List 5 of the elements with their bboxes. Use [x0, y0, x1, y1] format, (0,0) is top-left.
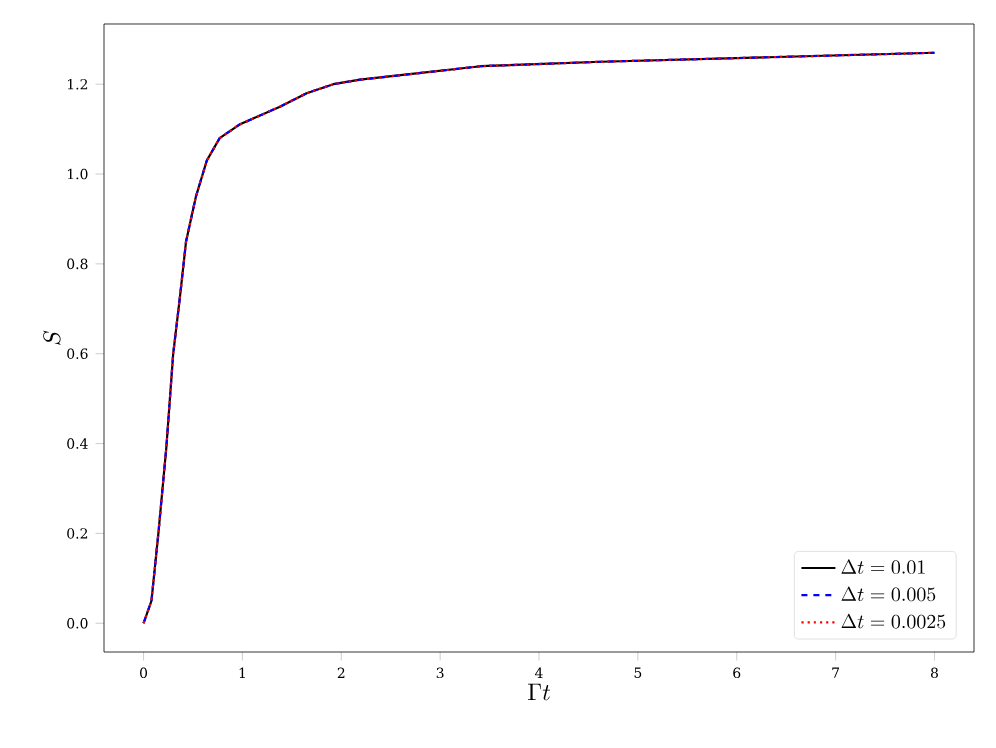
- y-axis-title: $S$: [43, 330, 61, 345]
- legend-label: $\Delta t = 0.01$: [841, 559, 925, 575]
- legend-label: $\Delta t = 0.005$: [841, 586, 936, 602]
- x-axis-title: $\Gamma t$: [528, 683, 551, 701]
- legend-label: $\Delta t = 0.0025$: [841, 613, 946, 629]
